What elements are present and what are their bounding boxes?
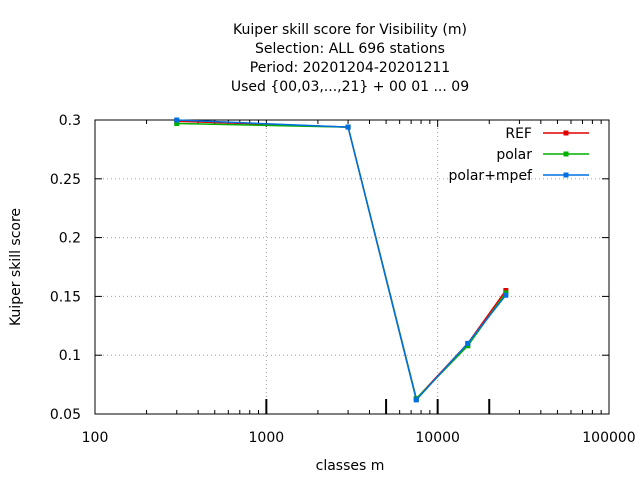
threshold-marks <box>265 399 491 414</box>
x-axis-label: classes m <box>316 458 385 474</box>
y-tick-label: 0.15 <box>50 289 81 305</box>
legend-label: REF <box>505 126 532 142</box>
title-line: Used {00,03,...,21} + 00 01 ... 09 <box>231 79 469 95</box>
legend-marker <box>563 130 569 136</box>
legend: REF polar polar+mpef <box>449 126 589 184</box>
x-tick-label: 1000 <box>249 430 285 446</box>
data-series <box>174 117 509 403</box>
x-tick-label: 100000 <box>582 430 635 446</box>
data-point <box>503 292 509 298</box>
legend-label: polar <box>496 147 532 163</box>
legend-label: polar+mpef <box>449 168 534 184</box>
y-tick-label: 0.1 <box>59 348 81 364</box>
plot-frame <box>94 119 610 415</box>
grid-lines <box>95 120 609 414</box>
chart-title: Kuiper skill score for Visibility (m) Sel… <box>231 22 469 95</box>
axis-ticks: 0.05 0.1 0.15 0.2 0.25 0.3 100 1000 10000 100000 <box>50 113 636 446</box>
title-line: Selection: ALL 696 stations <box>255 41 445 57</box>
title-line: Period: 20201204-20201211 <box>250 60 450 76</box>
data-point <box>174 117 180 123</box>
y-tick-label: 0.25 <box>50 172 81 188</box>
data-point <box>345 124 351 130</box>
y-tick-label: 0.3 <box>59 113 81 129</box>
data-point <box>413 397 419 403</box>
data-point <box>465 340 471 346</box>
y-tick-label: 0.05 <box>50 407 81 423</box>
series-line-polar <box>176 122 507 401</box>
title-line: Kuiper skill score for Visibility (m) <box>233 22 467 38</box>
data-point <box>174 121 180 127</box>
legend-marker <box>563 151 569 157</box>
x-tick-label: 10000 <box>415 430 460 446</box>
x-tick-label: 100 <box>82 430 109 446</box>
y-axis-label: Kuiper skill score <box>8 208 24 326</box>
y-tick-label: 0.2 <box>59 231 81 247</box>
legend-marker <box>563 172 569 178</box>
